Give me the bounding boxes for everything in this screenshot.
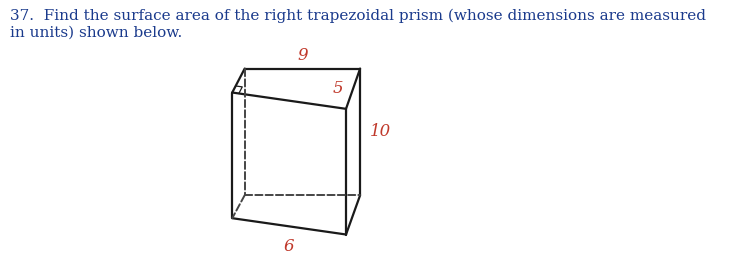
Text: 37.  Find the surface area of the right trapezoidal prism (whose dimensions are : 37. Find the surface area of the right t… bbox=[10, 9, 705, 40]
Text: 6: 6 bbox=[283, 238, 295, 255]
Text: 9: 9 bbox=[297, 47, 307, 64]
Text: 10: 10 bbox=[370, 123, 391, 140]
Text: 5: 5 bbox=[333, 80, 343, 97]
